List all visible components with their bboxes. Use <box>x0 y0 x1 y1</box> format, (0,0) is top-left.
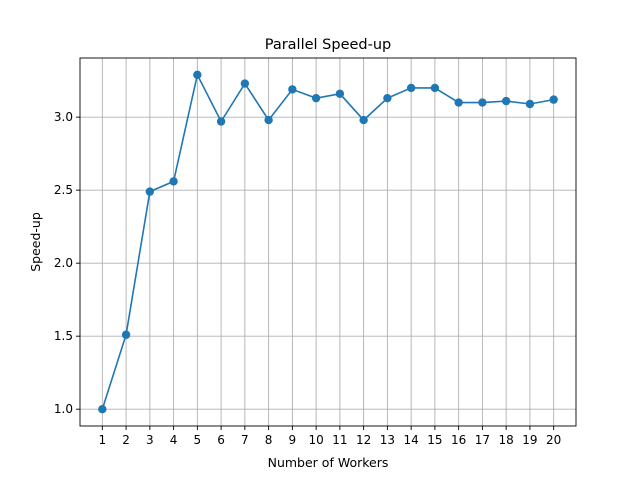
x-tick-label: 9 <box>289 433 297 447</box>
x-tick-label: 16 <box>451 433 466 447</box>
x-tick-label: 4 <box>170 433 178 447</box>
y-tick-label: 2.5 <box>54 183 73 197</box>
x-tick-label: 2 <box>122 433 130 447</box>
data-point <box>549 95 558 104</box>
data-point <box>335 89 345 98</box>
x-tick-label: 3 <box>146 433 154 447</box>
data-point <box>359 115 368 125</box>
data-point <box>454 98 463 107</box>
x-tick-label: 18 <box>499 433 514 447</box>
x-axis-label: Number of Workers <box>268 455 389 470</box>
x-tick-label: 8 <box>265 433 273 447</box>
data-point <box>264 115 273 125</box>
x-tick-label: 20 <box>546 433 561 447</box>
x-tick-label: 10 <box>308 433 323 447</box>
data-point <box>478 98 487 107</box>
data-point <box>406 83 416 93</box>
data-point <box>288 85 297 94</box>
data-point <box>240 79 250 88</box>
data-point <box>216 117 226 126</box>
x-tick-label: 15 <box>427 433 442 447</box>
x-tick-label: 14 <box>404 433 419 447</box>
grid-lines <box>80 58 576 426</box>
data-point <box>98 405 107 414</box>
x-tick-label: 19 <box>522 433 537 447</box>
x-tick-label: 1 <box>99 433 107 447</box>
series-line <box>101 72 554 410</box>
data-point <box>383 93 392 103</box>
data-point <box>311 93 321 103</box>
y-tick-label: 1.5 <box>54 329 73 343</box>
chart-title: Parallel Speed-up <box>265 37 392 53</box>
x-tick-label: 6 <box>217 433 225 447</box>
data-point <box>193 70 202 79</box>
y-tick-label: 1.0 <box>54 402 73 416</box>
plot-frame <box>79 57 577 427</box>
x-tick-label: 7 <box>241 433 249 447</box>
y-tick-label: 2.0 <box>54 256 73 270</box>
x-tick-label: 13 <box>380 433 395 447</box>
data-point <box>430 83 440 93</box>
data-point <box>121 330 131 339</box>
data-point <box>501 96 511 106</box>
y-axis-label: Speed-up <box>28 212 43 272</box>
x-tick-label: 17 <box>475 433 490 447</box>
y-tick-label: 3.0 <box>54 110 73 124</box>
x-tick-label: 11 <box>332 433 347 447</box>
data-point <box>145 187 155 196</box>
data-point <box>525 99 535 109</box>
data-series <box>98 70 558 414</box>
x-tick-label: 12 <box>356 433 371 447</box>
axis-ticks: 1 2 3 4 5 6 7 8 9 10 11 12 13 14 15 16 17 18 19 201.01.52.0… <box>54 110 561 447</box>
x-tick-label: 5 <box>194 433 202 447</box>
data-point <box>169 177 178 186</box>
